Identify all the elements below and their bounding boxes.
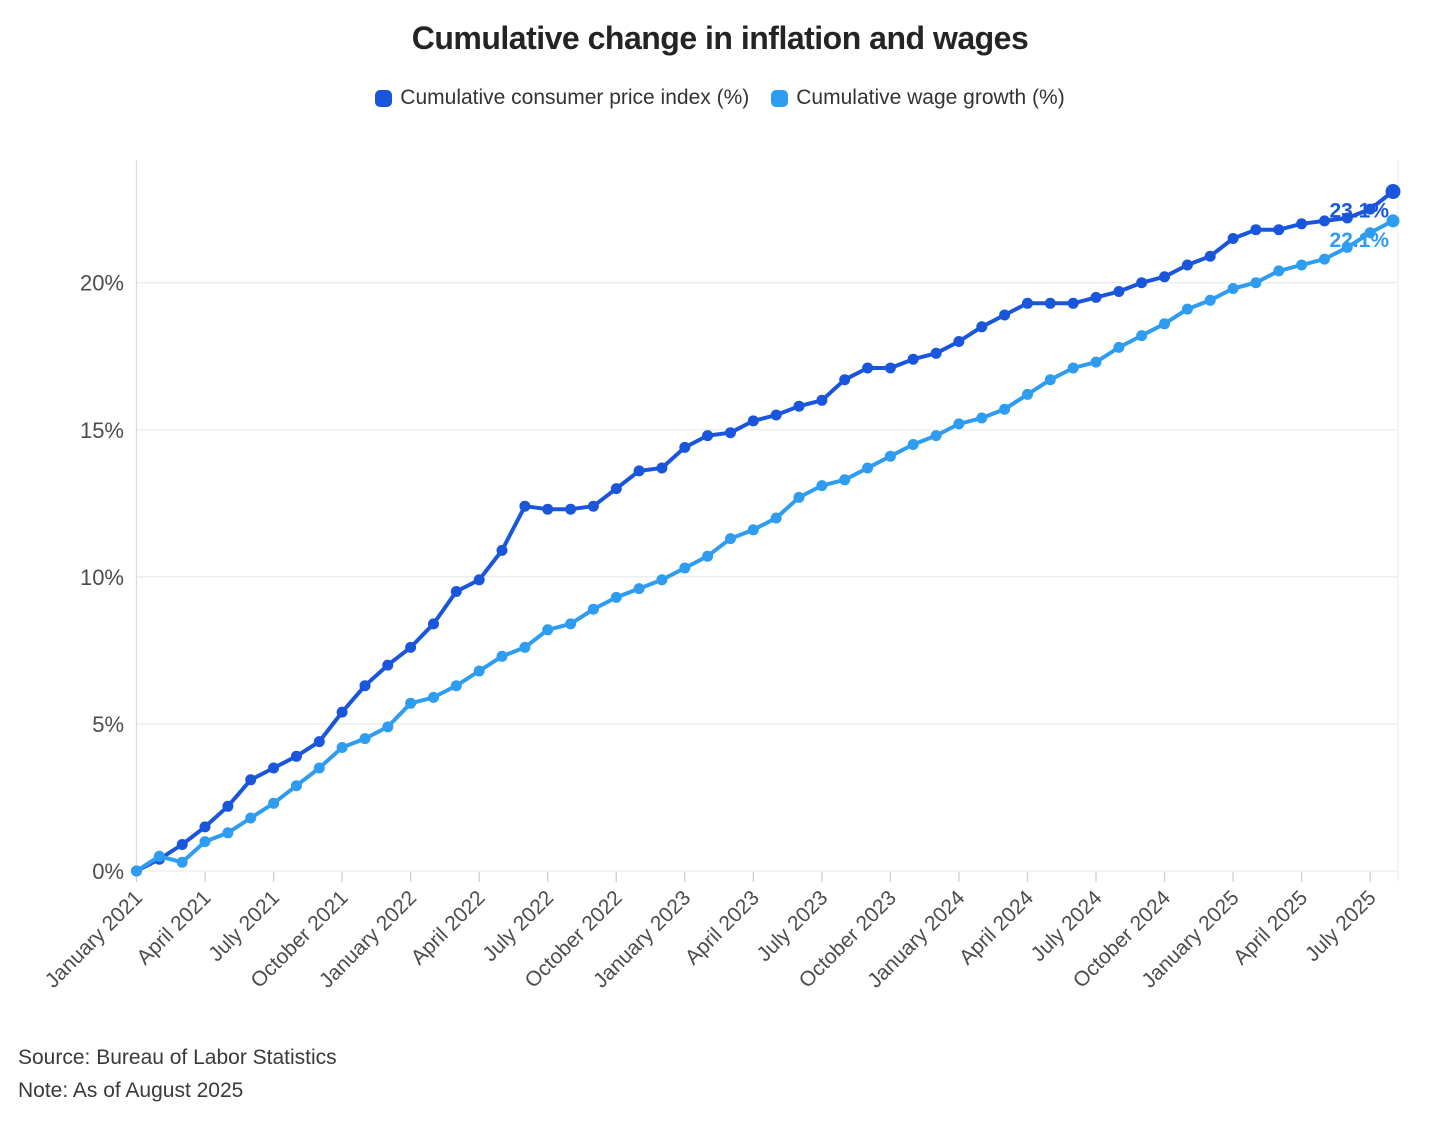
source-line: Source: Bureau of Labor Statistics (18, 1046, 337, 1069)
y-tick-label: 20% (80, 271, 124, 296)
y-tick-label: 15% (80, 418, 124, 443)
note-line: Note: As of August 2025 (18, 1079, 244, 1102)
x-tick-label: April 2023 (681, 886, 764, 969)
x-axis-ticks (135, 872, 1371, 882)
chart-title: Cumulative change in inflation and wages (411, 20, 1029, 56)
y-axis-labels: 0% 5% 10% 15% 20% (80, 271, 124, 884)
x-tick-label: April 2021 (132, 886, 215, 969)
end-label-wage: 22.1% (1329, 229, 1389, 252)
y-tick-label: 0% (92, 859, 124, 884)
footer: Source: Bureau of Labor Statistics Note:… (18, 1041, 337, 1107)
end-label-cpi: 23.1% (1329, 199, 1389, 222)
legend-swatch-cpi-icon (375, 89, 393, 107)
x-tick-label: July 2025 (1301, 886, 1381, 966)
legend-swatch-wage-icon (771, 89, 789, 107)
series-dots-cpi (131, 184, 1401, 877)
y-tick-label: 10% (80, 565, 124, 590)
x-tick-label: April 2025 (1229, 886, 1312, 969)
legend-label-wage: Cumulative wage growth (%) (796, 86, 1065, 109)
legend-item-wage: Cumulative wage growth (%) (771, 86, 1065, 110)
y-gridlines (136, 282, 1398, 872)
x-tick-label: April 2022 (407, 886, 490, 969)
x-tick-label: April 2024 (955, 886, 1038, 969)
series-line-cpi (134, 189, 1395, 873)
series-line-wage (134, 218, 1395, 873)
x-tick-label: January 2021 (41, 886, 147, 992)
legend-label-cpi: Cumulative consumer price index (%) (400, 86, 750, 109)
legend-item-cpi: Cumulative consumer price index (%) (375, 86, 749, 110)
series-dots-wage (131, 214, 1400, 877)
legend: Cumulative consumer price index (%) Cumu… (0, 86, 1440, 110)
y-tick-label: 5% (92, 712, 124, 737)
